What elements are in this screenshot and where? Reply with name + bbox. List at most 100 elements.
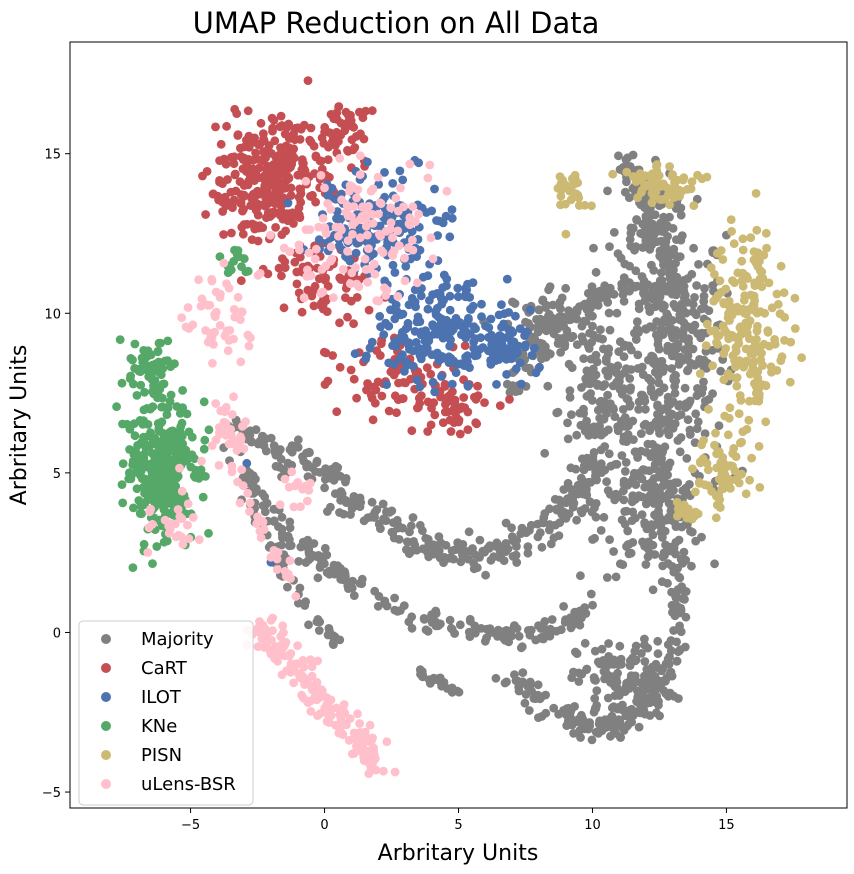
point-majority (676, 410, 686, 419)
point-majority (428, 675, 438, 685)
point-majority (661, 515, 671, 525)
point-cart (297, 155, 307, 165)
point-ilot (509, 337, 519, 347)
point-pisn (754, 389, 764, 399)
point-ilot (433, 231, 442, 240)
point-ilot (395, 354, 405, 364)
point-ulens-bsr (365, 720, 375, 730)
point-majority (449, 554, 458, 564)
point-ilot (351, 248, 361, 258)
point-majority (407, 623, 417, 633)
point-majority (246, 437, 256, 447)
point-ulens-bsr (382, 737, 392, 747)
point-majority (616, 654, 626, 664)
point-ulens-bsr (245, 507, 254, 516)
point-majority (260, 492, 270, 502)
point-majority (672, 272, 682, 282)
point-majority (592, 686, 602, 695)
point-majority (650, 367, 660, 377)
point-cart (328, 351, 337, 360)
point-majority (419, 614, 429, 623)
point-majority (650, 550, 660, 559)
point-majority (653, 359, 663, 368)
point-ilot (388, 179, 398, 188)
point-cart (332, 127, 341, 137)
point-majority (605, 242, 614, 252)
point-ulens-bsr (347, 212, 356, 221)
point-pisn (687, 177, 697, 187)
point-pisn (731, 343, 741, 352)
point-pisn (786, 337, 796, 347)
point-majority (668, 608, 677, 617)
point-kne (139, 437, 149, 447)
point-majority (687, 561, 696, 571)
point-majority (521, 690, 531, 699)
point-cart (243, 106, 253, 116)
point-majority (622, 542, 631, 551)
point-majority (687, 269, 697, 279)
point-pisn (738, 245, 748, 255)
point-cart (347, 135, 357, 145)
point-kne (146, 459, 156, 469)
point-majority (647, 236, 657, 245)
point-majority (693, 417, 703, 427)
point-majority (699, 297, 709, 306)
point-majority (578, 476, 588, 486)
point-cart (271, 223, 280, 232)
point-cart (321, 273, 331, 283)
point-ilot (314, 235, 324, 245)
point-ulens-bsr (207, 274, 217, 284)
point-kne (136, 501, 146, 511)
point-pisn (751, 189, 761, 198)
point-pisn (737, 469, 746, 479)
point-majority (500, 678, 510, 688)
point-kne (118, 498, 128, 508)
point-majority (305, 448, 314, 458)
point-majority (436, 678, 446, 688)
point-pisn (665, 162, 674, 171)
point-majority (650, 448, 660, 458)
point-majority (421, 625, 431, 635)
point-cart (505, 395, 514, 404)
point-majority (633, 350, 643, 360)
point-pisn (731, 362, 740, 372)
point-cart (440, 407, 450, 417)
point-majority (664, 286, 674, 296)
point-ulens-bsr (214, 461, 224, 470)
point-majority (640, 482, 650, 492)
point-majority (673, 478, 683, 488)
point-majority (294, 557, 304, 566)
point-pisn (702, 459, 712, 468)
point-majority (657, 577, 667, 587)
point-cart (275, 122, 285, 132)
point-ulens-bsr (177, 313, 187, 322)
point-ulens-bsr (197, 456, 206, 466)
point-majority (535, 633, 545, 643)
point-cart (247, 219, 257, 229)
point-ulens-bsr (304, 248, 314, 258)
point-majority (633, 453, 642, 462)
point-majority (677, 231, 687, 241)
point-majority (620, 687, 630, 696)
point-kne (142, 495, 152, 505)
point-pisn (777, 352, 787, 362)
point-ulens-bsr (348, 229, 357, 239)
point-cart (254, 223, 264, 233)
point-majority (577, 332, 587, 342)
point-cart (253, 236, 263, 246)
point-majority (363, 513, 373, 523)
point-majority (324, 624, 334, 633)
point-pisn (671, 192, 680, 202)
point-cart (306, 123, 316, 133)
point-ulens-bsr (145, 507, 155, 517)
point-ulens-bsr (216, 406, 226, 416)
point-ulens-bsr (308, 684, 318, 694)
point-cart (356, 129, 365, 139)
point-majority (646, 666, 656, 676)
point-ulens-bsr (355, 215, 365, 224)
point-ulens-bsr (221, 418, 231, 428)
legend-label: PISN (141, 745, 182, 766)
point-ulens-bsr (396, 183, 405, 193)
point-pisn (752, 225, 762, 235)
point-ilot (502, 274, 512, 284)
